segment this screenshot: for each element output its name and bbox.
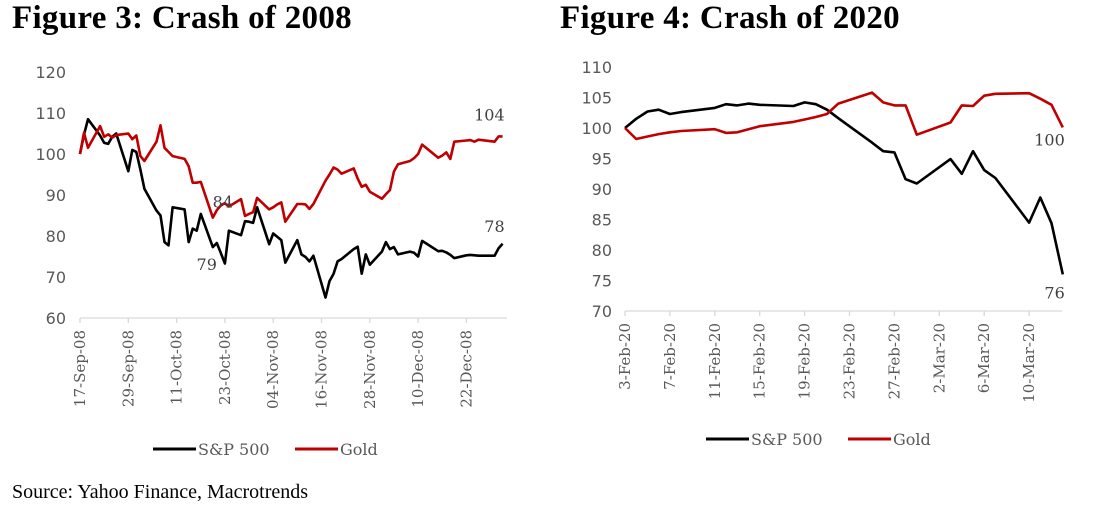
x-tick-label: 28-Nov-08 (361, 330, 379, 409)
x-tick-label: 2-Mar-20 (930, 323, 948, 393)
x-tick-label: 15-Feb-20 (751, 323, 769, 399)
data-label-end: 100 (1034, 130, 1065, 149)
x-tick-label: 27-Feb-20 (885, 323, 903, 399)
y-tick-label: 110 (581, 58, 612, 77)
chart-crash-2008: 60 70 80 90 100 110 120 17-Sep-08 29-Sep-08 11-Oc… (35, 63, 507, 459)
x-tick-label: 04-Nov-08 (264, 330, 282, 409)
x-tick-label: 3-Feb-20 (616, 323, 634, 390)
y-tick-label: 80 (46, 227, 66, 246)
y-tick-label: 100 (35, 145, 66, 164)
series-line-gold (78, 124, 503, 223)
x-tick-label: 10-Mar-20 (1020, 323, 1038, 403)
y-tick-label: 85 (592, 211, 612, 230)
y-tick-label: 95 (592, 150, 612, 169)
chart-crash-2020: 70 75 80 85 90 95 100 105 110 3-Feb-20 7-Feb-20 11-… (581, 58, 1065, 449)
source-note: Source: Yahoo Finance, Macrotrends (12, 481, 309, 503)
y-tick-label: 75 (592, 272, 612, 291)
legend-label: Gold (893, 430, 931, 449)
x-tick-label: 19-Feb-20 (796, 323, 814, 399)
y-tick-label: 70 (46, 268, 66, 287)
data-label-annotation: 84 (213, 193, 233, 212)
x-tick-label: 6-Mar-20 (975, 323, 993, 393)
x-tick-label: 16-Nov-08 (313, 330, 331, 409)
series-line-gold (624, 91, 1064, 141)
x-tick-label: 17-Sep-08 (71, 330, 89, 407)
x-tick-label: 22-Dec-08 (457, 330, 475, 408)
y-tick-label: 70 (592, 302, 612, 321)
legend-label: Gold (340, 440, 378, 459)
series-line-s-p-500 (78, 117, 504, 299)
y-tick-label: 105 (581, 89, 612, 108)
x-tick-label: 11-Feb-20 (706, 323, 724, 399)
series-line-s-p-500 (624, 101, 1065, 275)
legend-label: S&P 500 (198, 440, 270, 459)
y-tick-label: 60 (46, 309, 66, 328)
x-tick-label: 7-Feb-20 (661, 323, 679, 390)
y-tick-label: 110 (35, 104, 66, 123)
x-tick-label: 23-Feb-20 (841, 323, 859, 399)
y-tick-label: 90 (592, 180, 612, 199)
figure-3-title: Figure 3: Crash of 2008 (12, 0, 352, 36)
data-label-annotation: 79 (197, 255, 217, 274)
x-tick-label: 11-Oct-08 (168, 330, 186, 405)
x-tick-label: 23-Oct-08 (216, 330, 234, 405)
x-tick-label: 29-Sep-08 (119, 330, 137, 407)
legend-label: S&P 500 (751, 430, 823, 449)
y-tick-label: 120 (35, 63, 66, 82)
data-label-end: 78 (484, 217, 504, 236)
figure-4-title: Figure 4: Crash of 2020 (560, 0, 900, 36)
y-tick-label: 90 (46, 186, 66, 205)
x-tick-label: 10-Dec-08 (409, 330, 427, 408)
y-tick-label: 80 (592, 241, 612, 260)
data-label-end: 76 (1044, 283, 1064, 302)
data-label-end: 104 (474, 105, 505, 124)
y-tick-label: 100 (581, 119, 612, 138)
